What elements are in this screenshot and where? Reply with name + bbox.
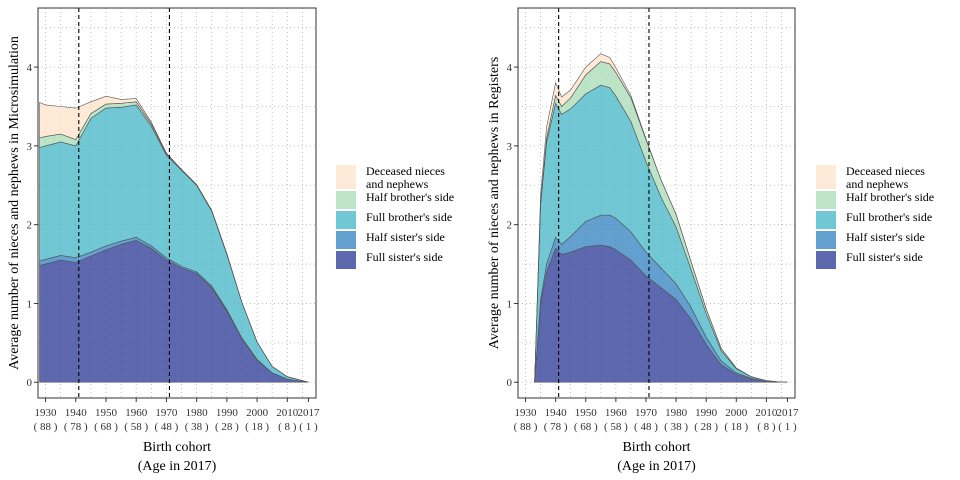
x-tick-label-year: 2010: [276, 407, 299, 419]
x-axis-subtitle: (Age in 2017): [138, 459, 217, 474]
x-tick-label-age: ( 18 ): [724, 421, 748, 433]
areas: [39, 95, 309, 383]
y-axis-title: Average number of nieces and nephews in …: [7, 36, 22, 370]
x-tick-label-age: ( 88 ): [34, 421, 58, 433]
x-tick-label-year: 2017: [297, 407, 320, 419]
x-tick-label-age: ( 48 ): [634, 421, 658, 433]
legend-swatch-deceased: [816, 165, 836, 189]
legend-label: Half brother's side: [366, 190, 454, 204]
x-axis: 1930 ( 88 ) 1940 ( 78 ) 1950 ( 68 ) 1960 ( 58 )…: [34, 398, 320, 433]
legend-label: Half sister's side: [846, 230, 925, 244]
x-tick-label-age: ( 18 ): [245, 421, 269, 433]
x-tick-label-age: ( 88 ): [514, 421, 538, 433]
y-tick-label: 3: [507, 141, 513, 153]
x-axis-subtitle: (Age in 2017): [617, 459, 696, 474]
x-tick-label-year: 1990: [216, 407, 239, 419]
x-tick-label-age: ( 58 ): [124, 421, 148, 433]
x-tick-label-year: 1970: [635, 407, 658, 419]
y-tick-label: 3: [27, 141, 33, 153]
x-tick-label-age: ( 48 ): [155, 421, 179, 433]
legend-label: Deceased nieces: [846, 164, 925, 178]
x-tick-label-year: 1960: [125, 407, 148, 419]
x-axis-title: Birth cohort: [143, 440, 211, 455]
y-axis: 0 1 2 3 4: [27, 62, 38, 389]
y-tick-label: 2: [27, 220, 33, 232]
legend-swatch-full-brother: [336, 211, 356, 229]
legend-swatch-half-brother: [816, 191, 836, 209]
x-tick-label-age: ( 68 ): [574, 421, 598, 433]
x-tick-label-age: ( 8 ): [757, 421, 776, 433]
x-tick-label-year: 1960: [605, 407, 628, 419]
x-tick-label-year: 2010: [755, 407, 778, 419]
legend-label: Full sister's side: [846, 250, 923, 264]
x-tick-label-year: 1990: [695, 407, 718, 419]
x-axis: 1930 ( 88 ) 1940 ( 78 ) 1950 ( 68 ) 1960 ( 58 )…: [514, 398, 799, 433]
x-tick-label-age: ( 78 ): [64, 421, 88, 433]
x-tick-label-age: ( 8 ): [278, 421, 297, 433]
x-tick-label-age: ( 1 ): [299, 421, 318, 433]
legend-swatch-half-sister: [816, 231, 836, 249]
chart-1: 0 1 2 3 4 1930 ( 88 ) 1940 ( 78 ) 1950 ( 68 ) 1960 (…: [7, 7, 454, 474]
legend-swatch-full-sister: [816, 251, 836, 269]
legend-swatch-half-sister: [336, 231, 356, 249]
x-tick-label-age: ( 28 ): [694, 421, 718, 433]
legend-swatch-full-brother: [816, 211, 836, 229]
x-tick-label-year: 1930: [515, 407, 538, 419]
panel-border: [517, 7, 796, 399]
y-tick-label: 4: [507, 62, 513, 74]
x-tick-label-year: 1940: [65, 407, 88, 419]
x-tick-label-year: 2000: [246, 407, 269, 419]
areas: [534, 53, 788, 383]
y-tick-label: 1: [27, 298, 33, 310]
x-tick-label-year: 2017: [776, 407, 799, 419]
legend-swatch-deceased: [336, 165, 356, 189]
x-tick-label-age: ( 28 ): [215, 421, 239, 433]
x-tick-label-age: ( 38 ): [185, 421, 209, 433]
legend-label: Full brother's side: [846, 210, 932, 224]
x-tick-label-year: 1970: [155, 407, 178, 419]
legend-label: Full sister's side: [366, 250, 443, 264]
area-deceased: [534, 53, 788, 383]
x-tick-label-year: 1950: [575, 407, 598, 419]
legend-swatch-full-sister: [336, 251, 356, 269]
x-tick-label-year: 1930: [35, 407, 58, 419]
y-axis: 0 1 2 3 4: [507, 62, 518, 389]
legend-label: Deceased nieces: [366, 164, 445, 178]
x-tick-label-age: ( 38 ): [664, 421, 688, 433]
legend-label: Half brother's side: [846, 190, 934, 204]
x-tick-label-age: ( 1 ): [778, 421, 797, 433]
y-tick-label: 2: [507, 220, 513, 232]
legend-label: and nephews: [846, 177, 909, 191]
legend-label: Full brother's side: [366, 210, 452, 224]
panel-border: [37, 7, 317, 399]
x-tick-label-age: ( 78 ): [544, 421, 568, 433]
y-tick-label: 1: [507, 298, 513, 310]
x-tick-label-age: ( 68 ): [94, 421, 118, 433]
chart-2: 0 1 2 3 4 1930 ( 88 ) 1940 ( 78 ) 1950 ( 68 ) 1960 (…: [487, 7, 934, 474]
x-tick-label-year: 2000: [725, 407, 748, 419]
y-tick-label: 4: [27, 62, 33, 74]
x-tick-label-year: 1940: [545, 407, 568, 419]
legend-label: Half sister's side: [366, 230, 445, 244]
area-deceased: [39, 95, 309, 383]
x-axis-title: Birth cohort: [622, 440, 690, 455]
x-tick-label-age: ( 58 ): [604, 421, 628, 433]
y-tick-label: 0: [507, 377, 513, 389]
y-tick-label: 0: [27, 377, 33, 389]
y-axis-title: Average number of nieces and nephews in …: [487, 57, 502, 349]
x-tick-label-year: 1980: [665, 407, 688, 419]
x-tick-label-year: 1950: [95, 407, 118, 419]
legend-label: and nephews: [366, 177, 429, 191]
legend-swatch-half-brother: [336, 191, 356, 209]
x-tick-label-year: 1980: [186, 407, 209, 419]
